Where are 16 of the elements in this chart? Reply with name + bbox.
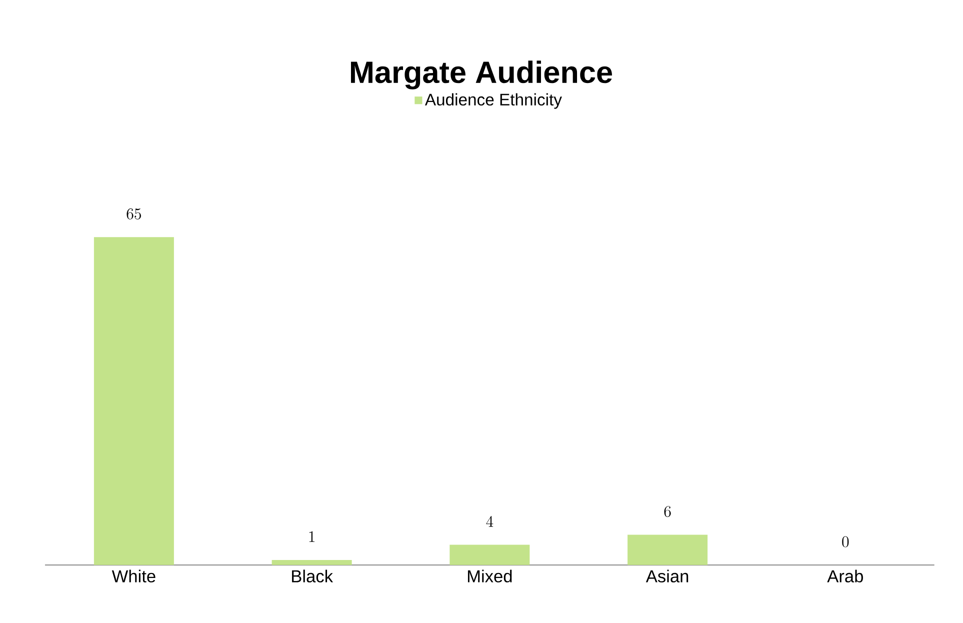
data-label: 1 bbox=[309, 531, 314, 542]
x-tick-label: Black bbox=[292, 570, 334, 582]
x-tick-label: Arab bbox=[827, 570, 863, 582]
bar bbox=[628, 534, 708, 565]
bar bbox=[272, 560, 352, 565]
data-label: 6 bbox=[664, 506, 671, 518]
data-label: 0 bbox=[842, 536, 849, 548]
data-label: 65 bbox=[126, 208, 141, 220]
bar bbox=[450, 544, 530, 565]
x-tick-label: Mixed bbox=[468, 570, 512, 582]
legend-label: Audience Ethnicity bbox=[424, 93, 562, 109]
data-label: 4 bbox=[486, 516, 494, 527]
x-tick-label: White bbox=[112, 570, 156, 582]
x-tick-label: Asian bbox=[646, 570, 688, 582]
chart-title: Margate Audience bbox=[350, 60, 612, 90]
bar bbox=[94, 237, 174, 565]
